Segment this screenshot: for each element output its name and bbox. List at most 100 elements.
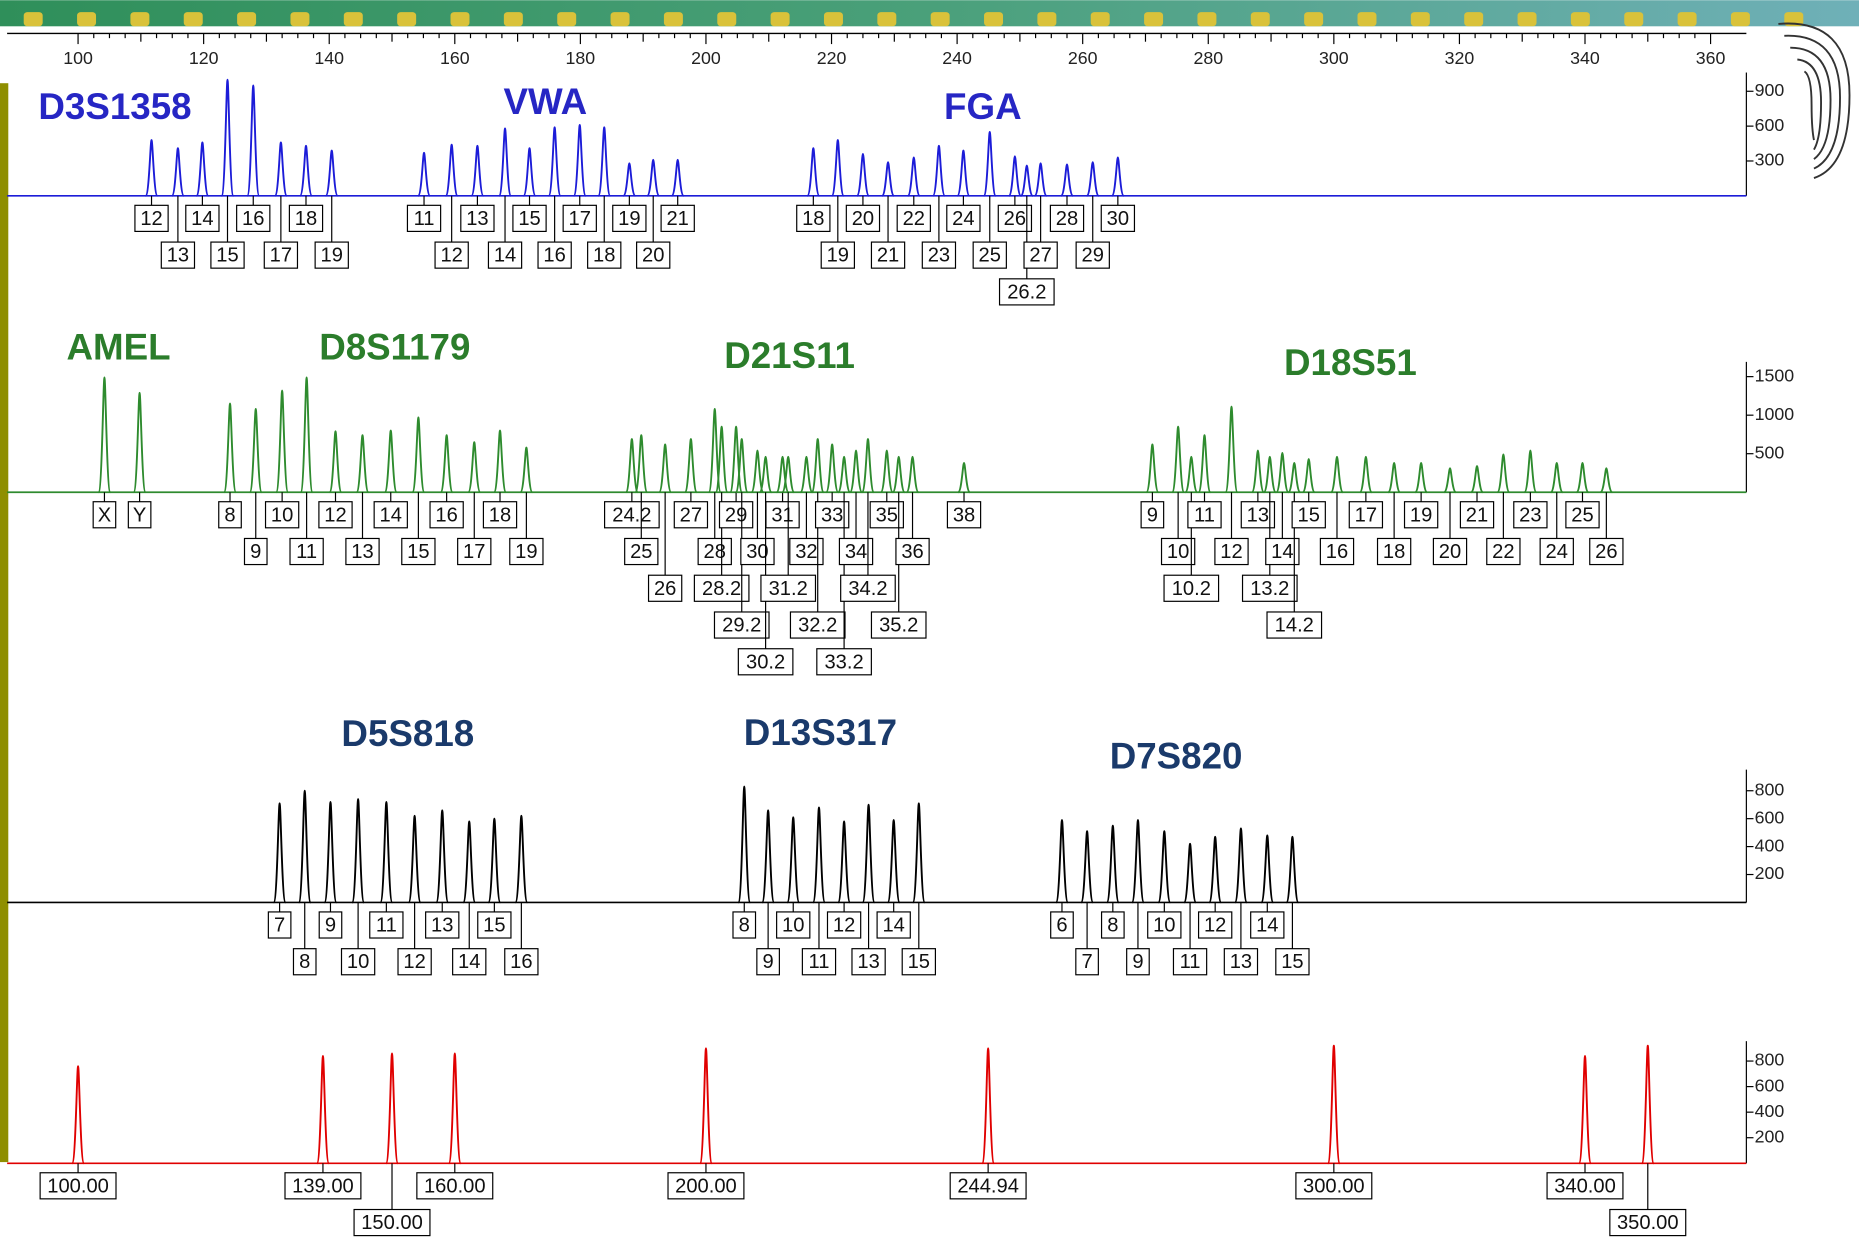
allele-label: 18 xyxy=(489,504,511,526)
peak xyxy=(515,816,527,903)
peak xyxy=(1642,1046,1654,1164)
peak xyxy=(623,163,635,196)
x-tick-label: 220 xyxy=(817,48,847,68)
allele-label: 24.2 xyxy=(612,504,651,526)
peak xyxy=(888,820,900,902)
peak xyxy=(1087,162,1099,196)
allele-label: 11 xyxy=(414,208,435,230)
banner-dot xyxy=(77,12,96,26)
peak xyxy=(276,391,288,493)
allele-label: 10 xyxy=(1153,914,1175,936)
banner-dot xyxy=(290,12,309,26)
y-tick-label: 600 xyxy=(1755,1075,1785,1095)
allele-label: 19 xyxy=(827,245,849,267)
peak xyxy=(524,148,536,196)
allele-label: 12 xyxy=(833,914,855,936)
allele-label: 32.2 xyxy=(798,615,837,637)
allele-label: 27 xyxy=(680,504,702,526)
allele-label: X xyxy=(98,504,112,526)
locus-name: D13S317 xyxy=(744,712,897,753)
allele-label: 16 xyxy=(1326,541,1348,563)
peak xyxy=(1158,831,1170,902)
allele-label: 18 xyxy=(1383,541,1405,563)
peak xyxy=(1331,457,1343,492)
x-tick-label: 300 xyxy=(1319,48,1349,68)
page: {"chart_data": [ {"type": "peaks", "colo… xyxy=(0,0,1859,1237)
allele-label: 29 xyxy=(1082,245,1104,267)
allele-label: 340.00 xyxy=(1554,1175,1616,1197)
peak xyxy=(549,127,561,196)
peak xyxy=(1209,837,1221,903)
y-tick-label: 300 xyxy=(1755,150,1785,170)
peak xyxy=(957,151,969,196)
allele-label: 21 xyxy=(877,245,899,267)
y-tick-label: 200 xyxy=(1755,1126,1785,1146)
allele-label: 28 xyxy=(704,541,726,563)
peak xyxy=(446,145,458,196)
peak xyxy=(881,451,893,493)
allele-label: 28.2 xyxy=(702,578,741,600)
peak xyxy=(1288,463,1300,492)
peak xyxy=(330,431,342,492)
peak xyxy=(1132,820,1144,902)
allele-label: 300.00 xyxy=(1303,1175,1365,1197)
allele-label: 15 xyxy=(1281,951,1303,973)
allele-label: 12 xyxy=(403,951,425,973)
peak xyxy=(1600,468,1612,492)
allele-label: 8 xyxy=(299,951,310,973)
allele-label: 15 xyxy=(518,208,540,230)
peak xyxy=(1112,157,1124,195)
fingerprint-icon xyxy=(1778,24,1849,179)
banner-dot xyxy=(1464,12,1483,26)
x-tick-label: 100 xyxy=(63,48,93,68)
allele-label: 14 xyxy=(1271,541,1293,563)
peak xyxy=(301,377,313,492)
x-tick-label: 140 xyxy=(314,48,344,68)
allele-label: 10 xyxy=(347,951,369,973)
peak xyxy=(72,1066,84,1163)
allele-label: 19 xyxy=(1410,504,1432,526)
peak xyxy=(826,444,838,492)
allele-label: 8 xyxy=(1107,914,1118,936)
allele-label: 26 xyxy=(1004,208,1026,230)
peak xyxy=(1497,454,1509,492)
peak xyxy=(647,160,659,196)
y-tick-label: 500 xyxy=(1755,442,1785,462)
banner-dot xyxy=(130,12,149,26)
peak xyxy=(352,799,364,902)
x-tick-label: 160 xyxy=(440,48,470,68)
allele-label: 16 xyxy=(543,245,565,267)
allele-label: 16 xyxy=(510,951,532,973)
allele-label: 13 xyxy=(1230,951,1252,973)
x-tick-label: 320 xyxy=(1445,48,1475,68)
peak xyxy=(984,132,996,196)
allele-label: 16 xyxy=(435,504,457,526)
allele-label: Y xyxy=(133,504,146,526)
peak xyxy=(99,377,111,492)
allele-label: 16 xyxy=(242,208,264,230)
peak xyxy=(418,153,430,196)
peak xyxy=(1276,453,1288,492)
allele-label: 12 xyxy=(440,245,462,267)
allele-label: 33.2 xyxy=(824,651,863,673)
peak xyxy=(1577,463,1589,492)
banner-dot xyxy=(237,12,256,26)
allele-label: 17 xyxy=(569,208,591,230)
peak xyxy=(807,148,819,196)
peak xyxy=(913,803,925,902)
allele-label: 8 xyxy=(224,504,235,526)
peak xyxy=(1252,451,1264,493)
peak xyxy=(1235,828,1247,902)
allele-label: 13.2 xyxy=(1250,578,1289,600)
banner-dot xyxy=(1304,12,1323,26)
x-tick-label: 180 xyxy=(566,48,596,68)
allele-label: 11 xyxy=(376,914,397,936)
peak xyxy=(598,127,610,196)
allele-label: 26.2 xyxy=(1007,281,1046,303)
peak xyxy=(494,431,506,493)
electropherogram: 1001201401601802002202402602803003203403… xyxy=(0,0,1859,1237)
peak xyxy=(838,821,850,902)
allele-label: 10 xyxy=(271,504,293,526)
peak xyxy=(1551,463,1563,492)
x-tick-label: 200 xyxy=(691,48,721,68)
